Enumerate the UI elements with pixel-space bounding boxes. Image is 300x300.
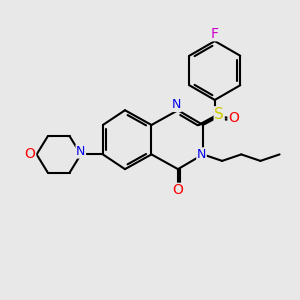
Text: N: N bbox=[172, 98, 181, 111]
Text: O: O bbox=[228, 111, 239, 124]
Text: O: O bbox=[25, 147, 36, 161]
Text: F: F bbox=[211, 27, 219, 41]
Text: S: S bbox=[214, 107, 224, 122]
Text: O: O bbox=[172, 183, 183, 197]
Text: N: N bbox=[197, 148, 206, 161]
Text: N: N bbox=[76, 145, 86, 158]
